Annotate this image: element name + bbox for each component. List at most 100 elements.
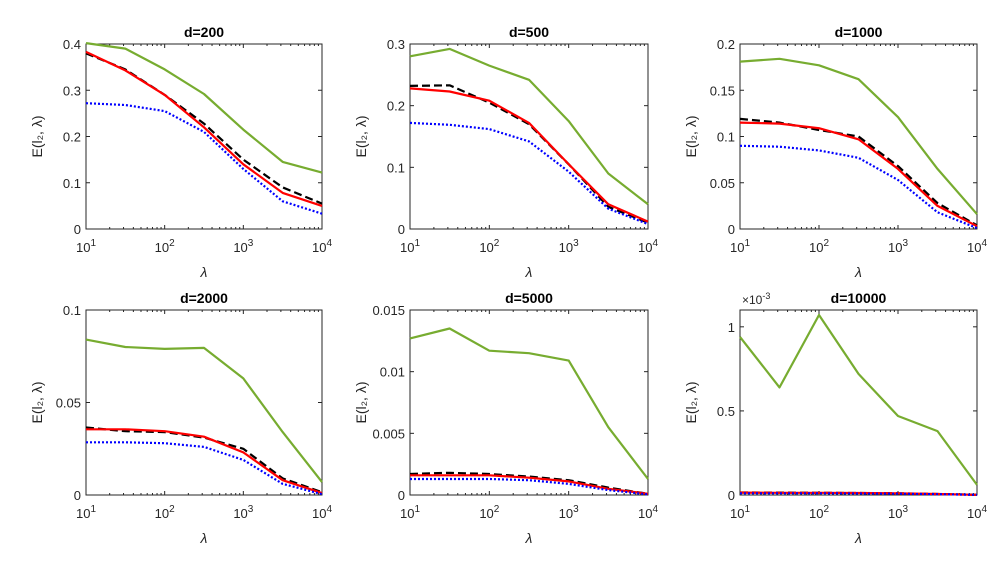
x-tick-label: 104: [967, 504, 987, 521]
y-tick-label: 0.1: [63, 303, 81, 318]
y-tick-label: 0.015: [372, 303, 405, 318]
y-tick-label: 0: [398, 488, 405, 503]
x-axis-label: λ: [200, 530, 208, 546]
y-tick-label: 0.4: [63, 37, 81, 52]
subplot-3: d=1000 0 0.05 0.1 0.15 0.2 101 102 103 104 λ E(l₂, …: [683, 24, 987, 280]
subplot-2: d=500 0 0.1 0.2 0.3 101 102 103 104 λ E(l₂, λ): [353, 24, 658, 280]
y-tick-label: 0.1: [387, 160, 405, 175]
axes-box: [739, 309, 978, 496]
x-axis-label: λ: [200, 264, 208, 280]
x-tick-label: 101: [76, 238, 96, 255]
series-line-green: [85, 338, 323, 483]
x-tick-label: 102: [155, 238, 175, 255]
y-tick-label: 0.2: [717, 37, 735, 52]
y-tick-label: 0.2: [387, 99, 405, 114]
subplot-title: d=500: [509, 24, 549, 40]
y-tick-label: 0.1: [717, 130, 735, 145]
y-tick-label: 0.5: [717, 404, 735, 419]
axes-box: [739, 43, 978, 230]
subplot-6: d=10000 0 0.5 1 ×10-3 101 102 103 104 λ E(l₂, λ): [683, 290, 987, 546]
series-line-green: [739, 313, 978, 486]
x-tick-label: 103: [233, 504, 253, 521]
series-line-blue: [739, 144, 978, 230]
y-tick-label: 0.01: [380, 365, 405, 380]
y-tick-label: 0.05: [710, 176, 735, 191]
subplot-1: d=200 0 0.1 0.2 0.3 0.4 101 102 103 104 λ E(l₂, λ): [29, 24, 332, 280]
axes-box: [409, 43, 649, 230]
y-tick-label: 0.3: [387, 37, 405, 52]
y-tick-label: 0.15: [710, 83, 735, 98]
y-tick-label: 0: [398, 222, 405, 237]
x-tick-label: 102: [809, 238, 829, 255]
x-axis-label: λ: [525, 530, 533, 546]
y-axis-label: E(l₂, λ): [353, 116, 369, 158]
y-tick-label: 0: [728, 222, 735, 237]
x-tick-label: 104: [967, 238, 987, 255]
series-line-green: [85, 42, 323, 174]
y-tick-label: 0: [74, 222, 81, 237]
y-tick-label: 0.2: [63, 130, 81, 145]
x-axis-label: λ: [854, 264, 862, 280]
x-tick-label: 101: [400, 504, 420, 521]
subplot-title: d=200: [184, 24, 224, 40]
y-axis-label: E(l₂, λ): [683, 116, 699, 158]
series-line-blue: [409, 121, 649, 226]
subplot-title: d=10000: [831, 290, 887, 306]
x-tick-label: 101: [730, 238, 750, 255]
axes-box: [85, 43, 323, 230]
series-line-black: [409, 84, 649, 224]
series-line-green: [409, 47, 649, 206]
subplot-5: d=5000 0 0.005 0.01 0.015 101 102 103 104 λ E(l₂, …: [353, 290, 658, 546]
x-tick-label: 104: [638, 504, 658, 521]
axes-box: [85, 309, 323, 496]
x-axis-label: λ: [525, 264, 533, 280]
series-line-red: [410, 474, 649, 495]
x-axis-label: λ: [854, 530, 862, 546]
y-tick-label: 0.1: [63, 176, 81, 191]
x-tick-label: 103: [888, 504, 908, 521]
subplot-title: d=1000: [835, 24, 883, 40]
subplot-4: d=2000 0 0.05 0.1 101 102 103 104 λ E(l₂, λ): [29, 290, 332, 546]
subplot-title: d=2000: [180, 290, 228, 306]
y-tick-label: 0: [74, 488, 81, 503]
x-tick-label: 103: [888, 238, 908, 255]
y-exponent-label: ×10-3: [742, 291, 770, 307]
x-tick-label: 103: [559, 238, 579, 255]
y-axis-label: E(l₂, λ): [683, 382, 699, 424]
y-axis-label: E(l₂, λ): [29, 116, 45, 158]
x-tick-label: 103: [559, 504, 579, 521]
x-tick-label: 102: [479, 238, 499, 255]
series-line-red: [86, 428, 323, 495]
x-tick-label: 101: [76, 504, 96, 521]
x-tick-label: 104: [638, 238, 658, 255]
x-tick-label: 101: [730, 504, 750, 521]
series-line-blue: [410, 477, 649, 496]
x-tick-label: 104: [312, 504, 332, 521]
series-line-red: [85, 50, 323, 207]
x-tick-label: 101: [400, 238, 420, 255]
series-line-red: [409, 87, 649, 223]
x-tick-label: 103: [233, 238, 253, 255]
series-line-blue: [85, 102, 323, 215]
series-line-black: [409, 471, 649, 495]
y-tick-label: 0.3: [63, 83, 81, 98]
series-line-green: [409, 327, 649, 480]
series-line-green: [739, 57, 978, 215]
x-tick-label: 104: [312, 238, 332, 255]
y-tick-label: 0: [728, 488, 735, 503]
x-tick-label: 102: [479, 504, 499, 521]
x-tick-label: 102: [155, 504, 175, 521]
series-line-blue: [86, 441, 323, 496]
series-line-black: [85, 426, 323, 494]
y-axis-label: E(l₂, λ): [353, 382, 369, 424]
y-tick-label: 1: [728, 320, 735, 335]
subplot-title: d=5000: [505, 290, 553, 306]
series-line-red: [739, 121, 978, 228]
y-axis-label: E(l₂, λ): [29, 382, 45, 424]
y-tick-label: 0.005: [372, 426, 405, 441]
axes-box: [409, 309, 649, 496]
series-line-blue: [740, 492, 978, 496]
x-tick-label: 102: [809, 504, 829, 521]
y-tick-label: 0.05: [56, 396, 81, 411]
